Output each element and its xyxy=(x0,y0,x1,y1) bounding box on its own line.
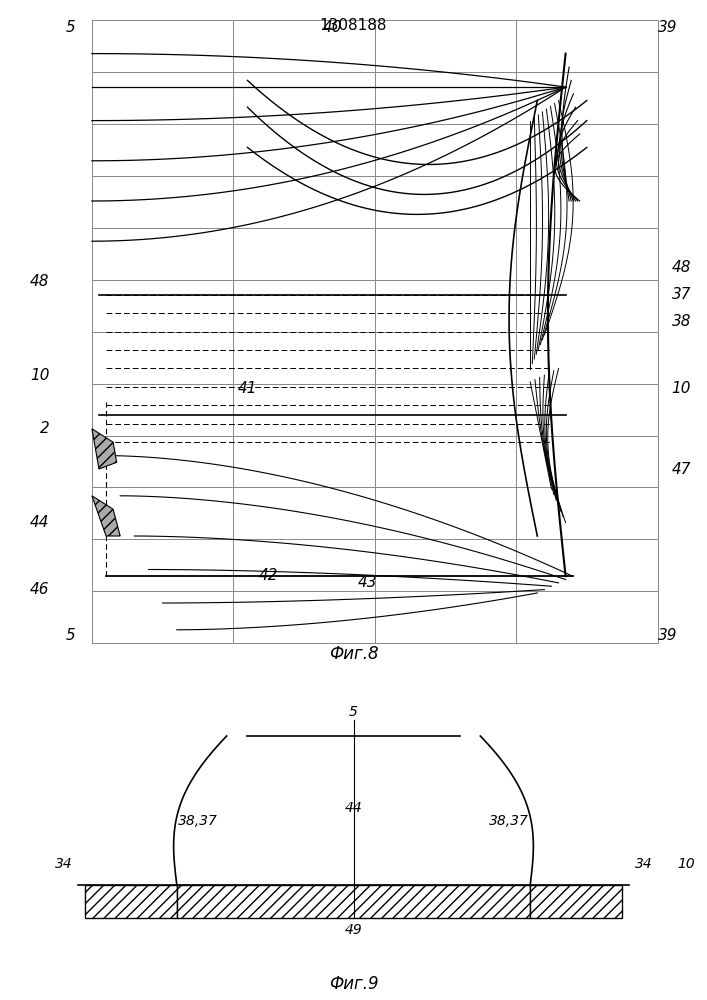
Text: 1308188: 1308188 xyxy=(320,17,387,32)
Polygon shape xyxy=(92,496,120,536)
Text: 39: 39 xyxy=(658,628,677,643)
Text: 38: 38 xyxy=(672,314,691,329)
Text: 44: 44 xyxy=(344,801,363,815)
Text: 10: 10 xyxy=(672,381,691,396)
Text: 5: 5 xyxy=(66,20,76,35)
Text: 49: 49 xyxy=(344,923,363,937)
Text: 43: 43 xyxy=(358,575,378,590)
Polygon shape xyxy=(177,885,530,918)
Text: 38,37: 38,37 xyxy=(489,814,529,828)
Text: 2: 2 xyxy=(40,421,49,436)
Text: 37: 37 xyxy=(672,287,691,302)
Text: 34: 34 xyxy=(54,857,73,871)
Text: 5: 5 xyxy=(349,705,358,719)
Text: 39: 39 xyxy=(658,20,677,35)
Polygon shape xyxy=(85,885,177,918)
Text: 40: 40 xyxy=(322,20,342,35)
Text: 48: 48 xyxy=(30,274,49,289)
Text: Фиг.8: Фиг.8 xyxy=(329,645,378,663)
Text: 41: 41 xyxy=(238,381,257,396)
Text: 34: 34 xyxy=(634,857,653,871)
Text: 10: 10 xyxy=(677,857,695,871)
Text: 5: 5 xyxy=(66,628,76,643)
Text: 10: 10 xyxy=(30,368,49,383)
Text: 38,37: 38,37 xyxy=(178,814,218,828)
Text: 42: 42 xyxy=(259,568,279,583)
Polygon shape xyxy=(530,885,622,918)
Text: Фиг.9: Фиг.9 xyxy=(329,975,378,993)
Text: 46: 46 xyxy=(30,582,49,597)
Text: 47: 47 xyxy=(672,462,691,477)
Polygon shape xyxy=(92,429,117,469)
Text: 44: 44 xyxy=(30,515,49,530)
Text: 48: 48 xyxy=(672,260,691,275)
